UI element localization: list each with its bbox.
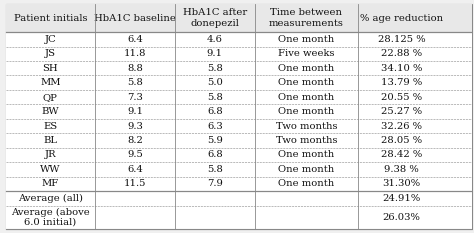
Text: 9.3: 9.3: [127, 122, 143, 130]
Text: One month: One month: [278, 107, 335, 116]
Text: 8.2: 8.2: [127, 136, 143, 145]
Text: ES: ES: [43, 122, 57, 130]
Text: HbA1C after
donepezil: HbA1C after donepezil: [182, 8, 247, 28]
Text: HbA1C baseline: HbA1C baseline: [94, 14, 176, 23]
Bar: [6, 90, 472, 104]
Bar: [6, 206, 472, 229]
Text: Average (all): Average (all): [18, 194, 83, 203]
Text: QP: QP: [43, 93, 58, 102]
Text: 5.8: 5.8: [127, 78, 143, 87]
Text: 7.3: 7.3: [127, 93, 143, 102]
Text: SH: SH: [43, 64, 58, 73]
Text: 31.30%: 31.30%: [383, 179, 421, 188]
Text: 9.1: 9.1: [127, 107, 143, 116]
Text: One month: One month: [278, 93, 335, 102]
Bar: [6, 133, 472, 148]
Text: MF: MF: [42, 179, 59, 188]
Text: 4.6: 4.6: [207, 35, 223, 44]
Text: Time between
measurements: Time between measurements: [269, 8, 344, 28]
Text: 9.5: 9.5: [127, 151, 143, 159]
Text: One month: One month: [278, 35, 335, 44]
Text: One month: One month: [278, 151, 335, 159]
Text: 6.8: 6.8: [207, 107, 223, 116]
Bar: [6, 75, 472, 90]
Text: JR: JR: [45, 151, 56, 159]
Text: 13.79 %: 13.79 %: [381, 78, 422, 87]
Text: 6.3: 6.3: [207, 122, 223, 130]
Text: One month: One month: [278, 64, 335, 73]
Bar: [6, 162, 472, 177]
Text: 6.4: 6.4: [127, 165, 143, 174]
Text: 32.26 %: 32.26 %: [381, 122, 422, 130]
Text: 5.0: 5.0: [207, 78, 223, 87]
Text: 8.8: 8.8: [127, 64, 143, 73]
Bar: [6, 47, 472, 61]
Text: Two months: Two months: [276, 136, 337, 145]
Bar: [6, 4, 472, 32]
Text: One month: One month: [278, 165, 335, 174]
Text: % age reduction: % age reduction: [360, 14, 443, 23]
Text: 20.55 %: 20.55 %: [381, 93, 422, 102]
Text: One month: One month: [278, 179, 335, 188]
Text: 34.10 %: 34.10 %: [381, 64, 422, 73]
Bar: [6, 191, 472, 206]
Text: 5.8: 5.8: [207, 93, 223, 102]
Text: MM: MM: [40, 78, 61, 87]
Text: 26.03%: 26.03%: [383, 213, 420, 222]
Text: 7.9: 7.9: [207, 179, 223, 188]
Text: WW: WW: [40, 165, 61, 174]
Text: 5.8: 5.8: [207, 64, 223, 73]
Bar: [6, 177, 472, 191]
Text: One month: One month: [278, 78, 335, 87]
Text: Two months: Two months: [276, 122, 337, 130]
Text: 6.4: 6.4: [127, 35, 143, 44]
Bar: [6, 61, 472, 75]
Text: 11.8: 11.8: [124, 49, 146, 58]
Text: 6.8: 6.8: [207, 151, 223, 159]
Text: 11.5: 11.5: [124, 179, 146, 188]
Text: 28.42 %: 28.42 %: [381, 151, 422, 159]
Text: Five weeks: Five weeks: [278, 49, 335, 58]
Text: 5.9: 5.9: [207, 136, 223, 145]
Text: BL: BL: [43, 136, 57, 145]
Text: 25.27 %: 25.27 %: [381, 107, 422, 116]
Bar: [6, 148, 472, 162]
Bar: [6, 32, 472, 47]
Text: 22.88 %: 22.88 %: [381, 49, 422, 58]
Text: 9.38 %: 9.38 %: [384, 165, 419, 174]
Text: BW: BW: [42, 107, 59, 116]
Text: 24.91%: 24.91%: [383, 194, 421, 203]
Text: 5.8: 5.8: [207, 165, 223, 174]
Text: 28.125 %: 28.125 %: [378, 35, 426, 44]
Text: 9.1: 9.1: [207, 49, 223, 58]
Text: 28.05 %: 28.05 %: [381, 136, 422, 145]
Text: Patient initials: Patient initials: [14, 14, 87, 23]
Text: JC: JC: [45, 35, 56, 44]
Text: Average (above
6.0 initial): Average (above 6.0 initial): [11, 207, 90, 227]
Bar: [6, 104, 472, 119]
Bar: [6, 119, 472, 133]
Text: JS: JS: [45, 49, 56, 58]
